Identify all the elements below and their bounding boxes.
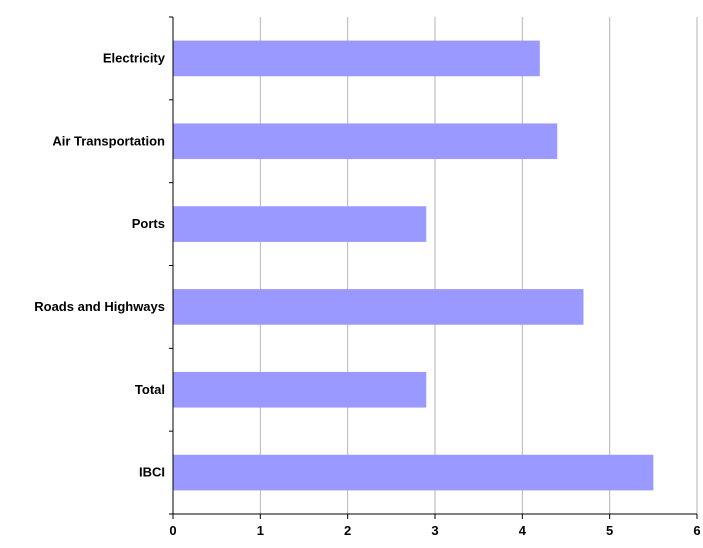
category-label: Electricity: [103, 50, 166, 65]
axes: [169, 16, 698, 519]
labels: Electricity Air Transportation Ports Roads …: [34, 50, 700, 538]
category-label: Ports: [132, 216, 165, 231]
grid-lines: [259, 17, 698, 514]
bar: [173, 371, 427, 408]
x-tick-label: 2: [344, 523, 351, 538]
category-label: Total: [135, 382, 165, 397]
x-tick-label: 0: [169, 523, 176, 538]
x-tick-label: 5: [606, 523, 613, 538]
bar: [173, 454, 654, 491]
x-tick-label: 3: [431, 523, 438, 538]
bar: [173, 206, 427, 242]
category-label: Roads and Highways: [34, 299, 165, 314]
x-tick-label: 4: [519, 523, 527, 538]
bars: [173, 40, 654, 491]
bar: [173, 40, 540, 77]
bar: [173, 123, 558, 160]
bar: [173, 289, 584, 325]
x-tick-label: 1: [257, 523, 264, 538]
x-tick-label: 6: [693, 523, 700, 538]
category-label: Air Transportation: [52, 133, 165, 148]
category-label: IBCI: [139, 465, 165, 480]
